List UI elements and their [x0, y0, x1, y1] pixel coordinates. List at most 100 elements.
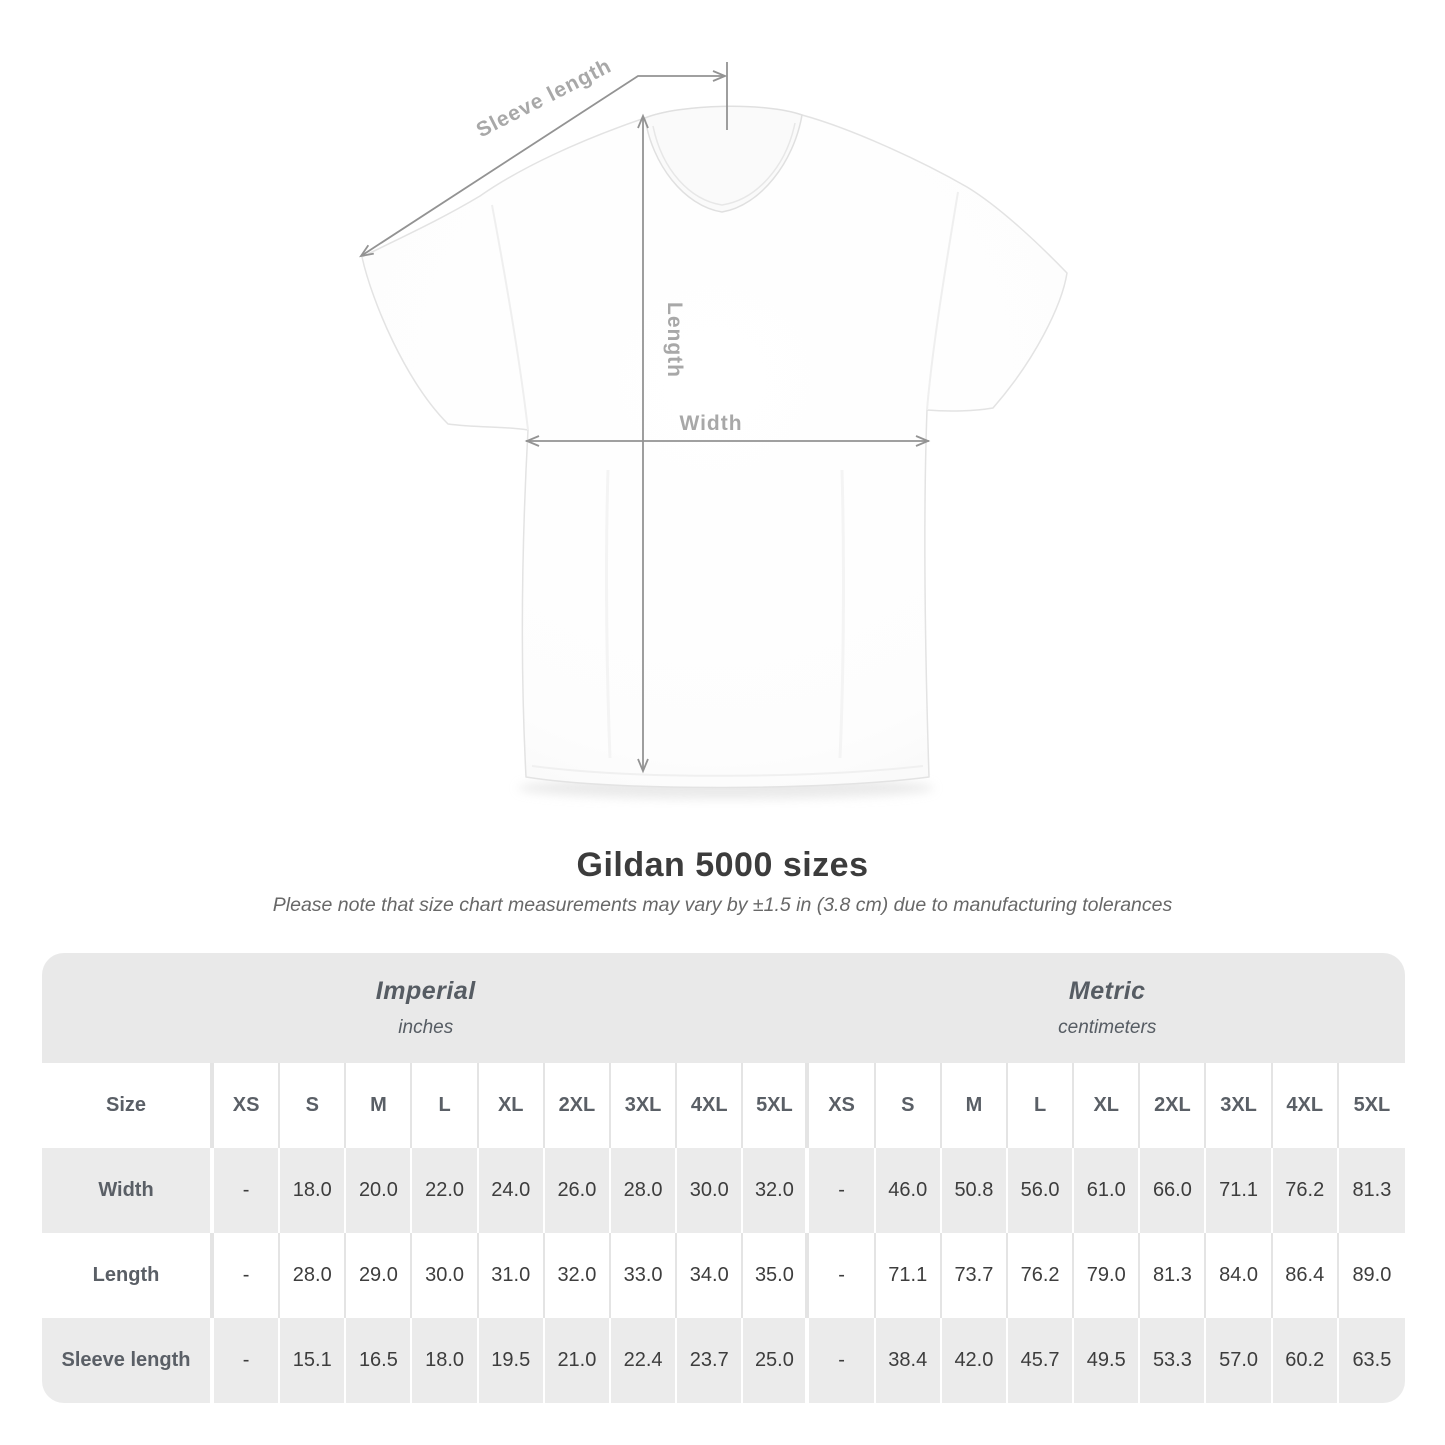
width-metric-4xl: 76.2 [1272, 1148, 1339, 1233]
sleeve-length-metric-3xl: 57.0 [1206, 1318, 1273, 1403]
length-imperial-l: 30.0 [412, 1233, 479, 1318]
size-header-metric-xl: XL [1074, 1063, 1141, 1148]
left-sleeve-seam [491, 204, 529, 431]
width-imperial-s: 18.0 [280, 1148, 347, 1233]
width-metric-m: 50.8 [941, 1148, 1008, 1233]
unit-group-metric: Metric centimeters [809, 953, 1405, 1063]
sleeve-length-imperial-xs: - [214, 1318, 281, 1403]
sleeve-length-label: Sleeve length [473, 54, 616, 142]
width-metric-5xl: 81.3 [1338, 1148, 1405, 1233]
width-metric-l: 56.0 [1007, 1148, 1075, 1233]
length-imperial-5xl: 35.0 [743, 1233, 810, 1318]
width-metric-s: 46.0 [875, 1148, 942, 1233]
size-header-metric-m: M [941, 1063, 1008, 1148]
length-imperial-xs: - [214, 1233, 281, 1318]
size-header-imperial-l: L [412, 1063, 479, 1148]
width-imperial-l: 22.0 [412, 1148, 479, 1233]
size-header-imperial-s: S [280, 1063, 347, 1148]
length-metric-3xl: 84.0 [1206, 1233, 1273, 1318]
sleeve-length-metric-xs: - [809, 1318, 876, 1403]
sleeve-length-imperial-l: 18.0 [412, 1318, 479, 1403]
sleeve-length-metric-5xl: 63.5 [1338, 1318, 1405, 1403]
sleeve-length-metric-s: 38.4 [875, 1318, 942, 1403]
row-label-sleeve-length: Sleeve length [42, 1318, 214, 1403]
width-imperial-xs: - [214, 1148, 281, 1233]
sleeve-length-imperial-3xl: 22.4 [610, 1318, 678, 1403]
sleeve-length-metric-xl: 49.5 [1074, 1318, 1141, 1403]
imperial-label: Imperial [375, 977, 476, 1005]
tshirt-measurement-diagram: Sleeve length Length Width [359, 54, 1068, 799]
right-sleeve-seam [926, 191, 959, 411]
sleeve-length-metric-m: 42.0 [941, 1318, 1008, 1403]
width-imperial-3xl: 28.0 [610, 1148, 678, 1233]
length-metric-4xl: 86.4 [1272, 1233, 1339, 1318]
width-imperial-4xl: 30.0 [677, 1148, 744, 1233]
length-imperial-m: 29.0 [346, 1233, 413, 1318]
page-title: Gildan 5000 sizes [576, 846, 869, 884]
tolerance-note: Please note that size chart measurements… [272, 894, 1173, 916]
length-imperial-s: 28.0 [280, 1233, 347, 1318]
size-header-metric-s: S [875, 1063, 942, 1148]
sleeve-length-imperial-xl: 19.5 [478, 1318, 545, 1403]
width-imperial-5xl: 32.0 [743, 1148, 810, 1233]
imperial-unit: inches [398, 1017, 454, 1038]
body-fold-left [605, 469, 612, 759]
length-metric-s: 71.1 [875, 1233, 942, 1318]
body-fold-right [838, 469, 845, 759]
metric-label: Metric [1068, 977, 1146, 1005]
tshirt-illustration [361, 105, 1068, 789]
length-metric-5xl: 89.0 [1338, 1233, 1405, 1318]
size-header-imperial-xl: XL [478, 1063, 545, 1148]
width-metric-xs: - [809, 1148, 876, 1233]
sleeve-length-imperial-4xl: 23.7 [677, 1318, 744, 1403]
length-imperial-xl: 31.0 [478, 1233, 545, 1318]
size-header-metric-5xl: 5XL [1338, 1063, 1405, 1148]
length-metric-2xl: 81.3 [1140, 1233, 1207, 1318]
width-imperial-m: 20.0 [346, 1148, 413, 1233]
length-metric-xs: - [809, 1233, 876, 1318]
row-label-length: Length [42, 1233, 214, 1318]
size-header-metric-xs: XS [809, 1063, 876, 1148]
length-arrow [637, 113, 649, 774]
sleeve-length-metric-2xl: 53.3 [1140, 1318, 1207, 1403]
length-metric-m: 73.7 [941, 1233, 1008, 1318]
length-metric-xl: 79.0 [1074, 1233, 1141, 1318]
size-header-metric-2xl: 2XL [1140, 1063, 1207, 1148]
sleeve-length-imperial-2xl: 21.0 [544, 1318, 611, 1403]
size-column-header: Size [42, 1063, 214, 1148]
length-imperial-4xl: 34.0 [677, 1233, 744, 1318]
width-imperial-xl: 24.0 [478, 1148, 545, 1233]
collar-ribbing [652, 122, 796, 206]
size-header-imperial-4xl: 4XL [677, 1063, 744, 1148]
width-metric-2xl: 66.0 [1140, 1148, 1207, 1233]
width-label: Width [679, 412, 742, 435]
size-header-metric-3xl: 3XL [1206, 1063, 1273, 1148]
width-imperial-2xl: 26.0 [544, 1148, 611, 1233]
width-arrow [524, 435, 931, 447]
size-header-imperial-xs: XS [214, 1063, 281, 1148]
row-label-width: Width [42, 1148, 214, 1233]
metric-unit: centimeters [1058, 1017, 1157, 1038]
width-metric-xl: 61.0 [1074, 1148, 1141, 1233]
sleeve-length-imperial-s: 15.1 [280, 1318, 347, 1403]
sleeve-length-imperial-5xl: 25.0 [743, 1318, 810, 1403]
size-header-imperial-m: M [346, 1063, 413, 1148]
sleeve-length-metric-4xl: 60.2 [1272, 1318, 1339, 1403]
size-header-imperial-5xl: 5XL [743, 1063, 810, 1148]
length-imperial-3xl: 33.0 [610, 1233, 678, 1318]
sleeve-length-arrow [359, 62, 728, 258]
sleeve-length-metric-l: 45.7 [1007, 1318, 1075, 1403]
unit-group-imperial: Imperial inches [42, 953, 810, 1063]
size-header-imperial-2xl: 2XL [544, 1063, 611, 1148]
sleeve-length-imperial-m: 16.5 [346, 1318, 413, 1403]
size-header-metric-l: L [1007, 1063, 1075, 1148]
size-header-metric-4xl: 4XL [1272, 1063, 1339, 1148]
length-imperial-2xl: 32.0 [544, 1233, 611, 1318]
width-metric-3xl: 71.1 [1206, 1148, 1273, 1233]
length-metric-l: 76.2 [1007, 1233, 1075, 1318]
hem-stitch [531, 765, 924, 777]
length-label: Length [663, 302, 686, 378]
size-header-imperial-3xl: 3XL [610, 1063, 678, 1148]
size-table: Imperial inches Metric centimeters Size X… [42, 953, 1405, 1403]
